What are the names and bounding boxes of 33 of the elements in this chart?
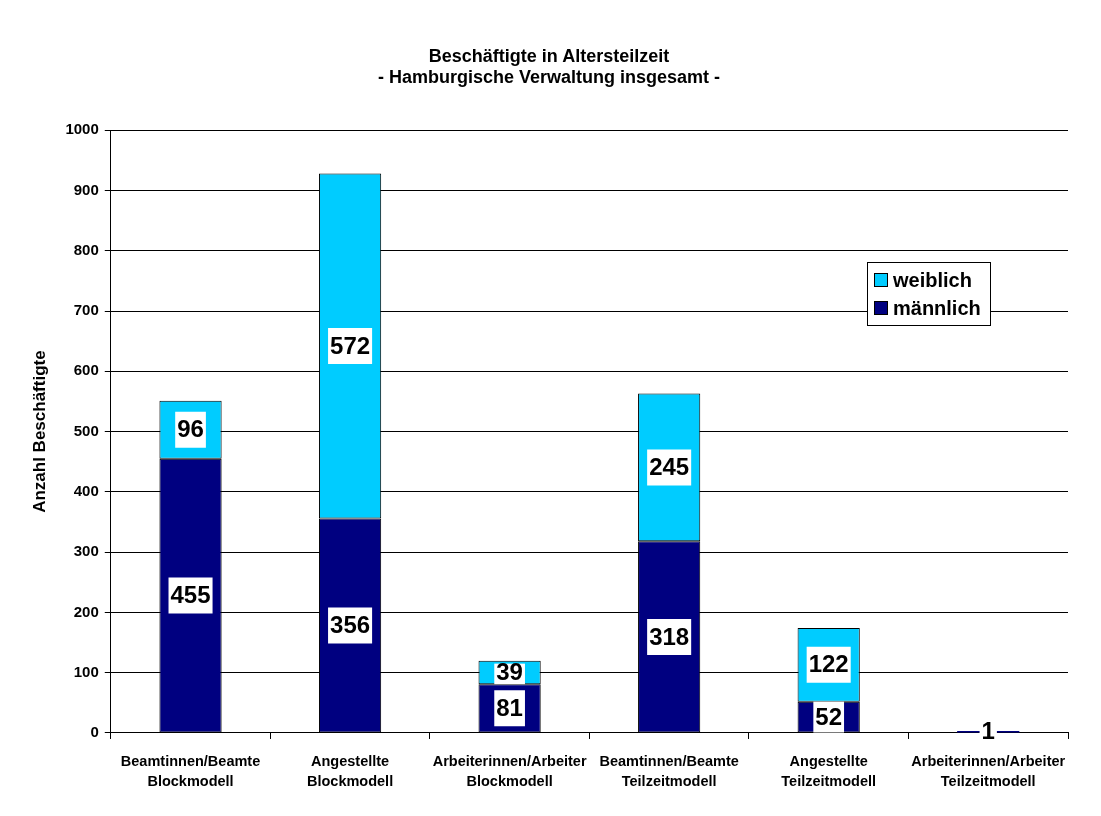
chart-title: Beschäftigte in Altersteilzeit — [428, 45, 670, 66]
x-tick-label: Beamtinnen/Beamte Teilzeitmodell — [599, 752, 739, 789]
y-tick-label: 600 — [73, 361, 99, 379]
y-tick-label: 0 — [90, 723, 99, 741]
legend-label: weiblich — [892, 267, 972, 293]
y-tick-label: 500 — [73, 421, 99, 439]
y-axis-title: Anzahl Beschäftigte — [29, 350, 49, 513]
data-label: 39 — [496, 658, 523, 686]
data-label: 81 — [496, 693, 523, 721]
data-label: 96 — [177, 415, 204, 443]
y-tick-label: 1000 — [65, 120, 99, 138]
y-tick-label: 700 — [73, 301, 99, 319]
data-label: 122 — [808, 650, 849, 678]
data-label: 572 — [330, 331, 371, 359]
y-tick-label: 200 — [73, 602, 99, 620]
data-label: 52 — [815, 702, 843, 730]
y-tick-label: 400 — [73, 482, 99, 500]
chart-subtitle: - Hamburgische Verwaltung insgesamt - — [377, 67, 721, 88]
x-tick-label: Arbeiterinnen/Arbeiter Teilzeitmodell — [911, 752, 1066, 789]
x-tick-label: Arbeiterinnen/Arbeiter Blockmodell — [432, 752, 587, 789]
legend-label: männlich — [892, 295, 981, 321]
x-tick-label: Angestellte Teilzeitmodell — [781, 752, 877, 789]
x-tick-label: Beamtinnen/Beamte Blockmodell — [120, 752, 261, 789]
data-label: 455 — [170, 581, 211, 609]
y-tick-label: 800 — [73, 240, 99, 258]
data-label: 1 — [981, 717, 995, 745]
data-label: 318 — [649, 622, 690, 650]
y-tick-label: 900 — [73, 180, 99, 198]
data-label: 245 — [649, 453, 690, 481]
y-tick-label: 100 — [73, 662, 99, 680]
data-label: 356 — [330, 611, 371, 639]
x-tick-label: Angestellte Blockmodell — [306, 752, 394, 789]
y-tick-label: 300 — [73, 542, 99, 560]
